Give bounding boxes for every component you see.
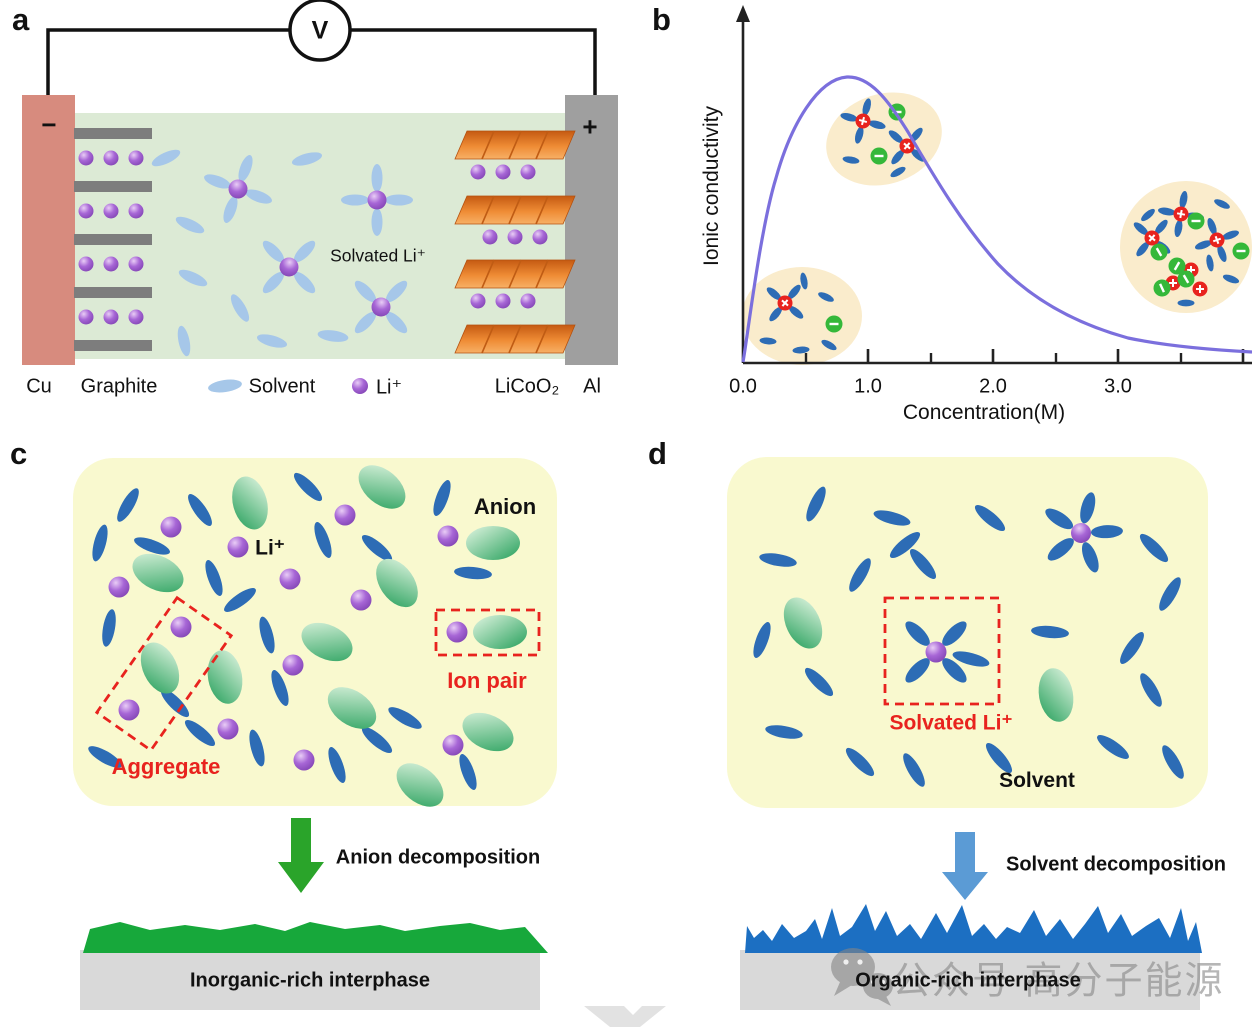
legend-licoo2: LiCoO₂ (494, 375, 560, 398)
cluster-inset-optimal (826, 78, 942, 186)
conductivity-curve (741, 75, 1252, 363)
scroll-chevron-icon (584, 1006, 666, 1027)
substrate-slab-d (740, 950, 1200, 1010)
dilute-electrolyte-box (727, 457, 1208, 808)
li-label-c: Li⁺ (255, 536, 285, 560)
al-electrode (565, 95, 618, 365)
li-legend-icon (352, 378, 368, 394)
legend-cu: Cu (26, 375, 52, 398)
cu-electrode (22, 95, 75, 365)
watermark-text: 公众号 高分子能源 (892, 960, 1225, 1003)
solvent-decomposition-label: Solvent decomposition (1005, 853, 1227, 876)
x-tick-0: 0.0 (729, 375, 757, 398)
legend-solvent: Solvent (248, 375, 316, 398)
graphite-anode (74, 128, 152, 351)
solvent-legend-icon (207, 377, 243, 395)
cluster-inset-dilute (742, 267, 862, 365)
solvated-li-box (883, 596, 1001, 706)
anion-decomposition-label: Anion decomposition (335, 846, 541, 869)
x-tick-3: 3.0 (1104, 375, 1132, 398)
concentrated-electrolyte-box (73, 456, 557, 816)
voltmeter-label: V (311, 16, 329, 45)
x-tick-2: 2.0 (979, 375, 1007, 398)
y-axis-label: Ionic conductivity (700, 106, 723, 266)
inorganic-interphase-layer (83, 922, 548, 953)
battery-schematic (22, 0, 618, 395)
organic-interphase-label: Organic-rich interphase (855, 969, 1081, 992)
aggregate-box (94, 595, 234, 753)
negative-terminal-sign: − (41, 109, 57, 140)
solvated-li-annotation: Solvated Li⁺ (330, 245, 426, 266)
panel-label-a: a (12, 2, 30, 37)
conductivity-plot (736, 5, 1252, 365)
anion-decomposition-arrow (278, 818, 324, 893)
solvent-label-d: Solvent (999, 769, 1075, 792)
wechat-icon (831, 948, 893, 1006)
legend-li: Li⁺ (375, 376, 403, 399)
legend-al: Al (583, 375, 601, 398)
solvated-li-label-d: Solvated Li⁺ (889, 711, 1013, 735)
substrate-slab-c (80, 950, 540, 1010)
axes (741, 18, 1252, 365)
ion-pair-label: Ion pair (447, 668, 527, 693)
ion-pair-box (434, 608, 541, 657)
anion-label: Anion (473, 494, 537, 519)
organic-interphase-layer (745, 904, 1202, 953)
x-axis-label: Concentration(M) (902, 401, 1066, 424)
cluster-inset-concentrated (1119, 181, 1252, 313)
panel-label-c: c (10, 436, 28, 471)
positive-terminal-sign: + (582, 111, 598, 142)
voltmeter-icon (288, 0, 352, 62)
legend-graphite: Graphite (80, 375, 158, 398)
cathode-slab-dividers (481, 130, 549, 354)
inorganic-interphase-label: Inorganic-rich interphase (189, 969, 431, 992)
x-tick-1: 1.0 (854, 375, 882, 398)
solvent-decomposition-arrow (942, 832, 988, 900)
aggregate-label: Aggregate (111, 754, 221, 779)
panel-label-d: d (648, 436, 667, 471)
y-axis-arrowhead (736, 5, 750, 22)
panel-label-b: b (652, 2, 671, 37)
